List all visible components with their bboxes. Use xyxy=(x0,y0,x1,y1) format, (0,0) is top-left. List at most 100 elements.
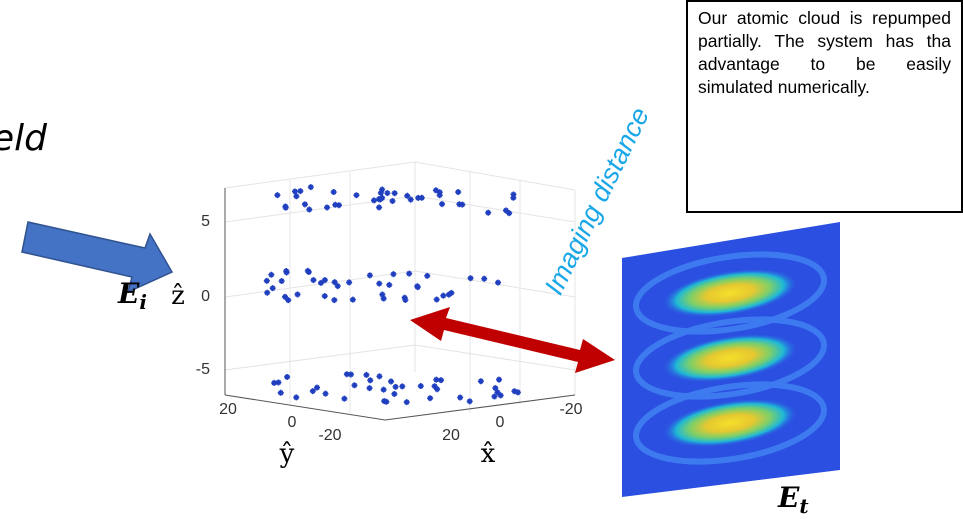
atom xyxy=(502,207,509,214)
atom xyxy=(403,399,410,406)
atom xyxy=(496,376,503,383)
atom xyxy=(351,382,358,389)
atom xyxy=(363,371,370,378)
atom xyxy=(349,296,356,303)
x-axis-label: x̂ xyxy=(481,439,496,469)
atom xyxy=(497,392,504,399)
atom xyxy=(391,390,398,397)
atom xyxy=(379,291,386,298)
atom xyxy=(445,291,452,298)
plot-axes xyxy=(224,188,576,421)
x-tick-label: 0 xyxy=(496,414,505,431)
atom xyxy=(380,386,387,393)
atom xyxy=(282,204,289,211)
atom xyxy=(455,189,462,196)
atom xyxy=(367,377,374,384)
atom xyxy=(321,293,328,300)
atom xyxy=(485,209,492,216)
atom xyxy=(388,378,395,385)
atom xyxy=(275,379,282,386)
atom xyxy=(434,386,441,393)
atom xyxy=(456,201,463,208)
incident-field: Ei xyxy=(117,277,147,314)
atom xyxy=(282,293,289,300)
x-tick-label: -20 xyxy=(559,401,582,418)
atom xyxy=(297,188,304,195)
imaging-arrow xyxy=(410,307,615,373)
atom xyxy=(379,186,386,193)
transmitted-field: Et xyxy=(777,481,809,518)
atom xyxy=(448,289,455,296)
atom xyxy=(404,192,411,199)
atom xyxy=(307,184,314,191)
atom xyxy=(511,388,518,395)
atom xyxy=(346,279,353,286)
atom xyxy=(390,271,397,278)
atom xyxy=(389,198,396,205)
atom xyxy=(274,192,281,199)
atom xyxy=(377,189,384,196)
atom xyxy=(432,187,439,194)
fragment-text: eld xyxy=(0,118,48,159)
atom xyxy=(424,272,431,279)
atom xyxy=(285,297,292,304)
atom xyxy=(510,191,517,198)
atom xyxy=(341,395,348,402)
atom xyxy=(343,371,350,378)
atom xyxy=(371,197,378,204)
atom xyxy=(366,385,373,392)
atom xyxy=(321,277,328,284)
z-tick-label: 5 xyxy=(201,213,210,230)
y-tick-label: -20 xyxy=(318,427,341,444)
atom xyxy=(263,277,270,284)
z-tick-label: -5 xyxy=(196,361,210,378)
atom xyxy=(417,383,424,390)
atom xyxy=(510,194,517,201)
y-axis-label: ŷ xyxy=(279,439,295,469)
atom xyxy=(392,383,399,390)
atom xyxy=(284,373,291,380)
atom xyxy=(306,206,313,213)
atom xyxy=(292,188,299,195)
atom xyxy=(457,394,464,401)
atom xyxy=(376,204,383,211)
atom xyxy=(380,295,387,302)
atom xyxy=(384,190,391,197)
atom xyxy=(439,201,446,208)
atom xyxy=(269,285,276,292)
atom xyxy=(268,271,275,278)
atom xyxy=(330,189,337,196)
atom xyxy=(495,279,502,286)
z-axis-label: ẑ xyxy=(171,281,185,311)
atom xyxy=(477,378,484,385)
y-tick-label: 0 xyxy=(288,414,297,431)
atom xyxy=(317,279,324,286)
incident-arrow xyxy=(21,221,174,294)
atom xyxy=(427,395,434,402)
atom xyxy=(353,192,360,199)
atom xyxy=(331,279,338,286)
atom xyxy=(322,390,329,397)
atom xyxy=(391,190,398,197)
atom xyxy=(277,389,284,396)
atom xyxy=(399,383,406,390)
atom xyxy=(294,291,301,298)
atom xyxy=(481,275,488,282)
atom xyxy=(492,385,499,392)
atom xyxy=(376,373,383,380)
atoms xyxy=(263,184,521,406)
atom xyxy=(335,202,342,209)
atom xyxy=(314,384,321,391)
atom xyxy=(283,269,290,276)
x-tick-label: 20 xyxy=(442,427,460,444)
atom xyxy=(309,388,316,395)
atom xyxy=(379,194,386,201)
atom xyxy=(366,272,373,279)
atom xyxy=(334,283,341,290)
atom xyxy=(433,296,440,303)
atom xyxy=(310,277,317,284)
atom xyxy=(467,275,474,282)
image-fringes xyxy=(633,251,827,465)
